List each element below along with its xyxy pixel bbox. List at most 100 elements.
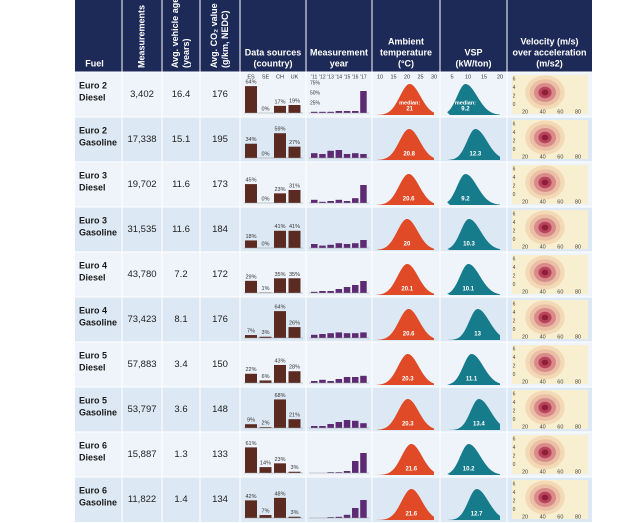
vel-x-tick: 60 <box>557 244 563 250</box>
cell-value: 57,883 <box>127 359 156 370</box>
vel-y-tick: 0 <box>513 192 516 198</box>
source-label: 9% <box>247 418 255 424</box>
median-value: 10.3 <box>463 242 475 248</box>
vel-x-tick: 80 <box>575 244 581 250</box>
temperature-density <box>375 129 434 160</box>
year-bar <box>335 150 343 158</box>
vel-y-tick: 2 <box>513 453 516 459</box>
heatmap-cell <box>541 449 549 456</box>
cell-value: 1.3 <box>174 449 187 460</box>
vsp-density <box>447 129 500 160</box>
column-header: (country) <box>254 58 293 68</box>
year-bar <box>335 289 343 293</box>
year-bar <box>311 381 318 383</box>
axis-tick-label: 5 <box>450 74 453 80</box>
vel-x-tick: 60 <box>557 424 563 430</box>
cell-value: 172 <box>212 269 228 280</box>
source-bar <box>245 500 257 518</box>
year-bar <box>360 281 367 293</box>
year-bar <box>352 377 359 383</box>
fuel-label: Gasoline <box>79 227 117 237</box>
heatmap <box>525 75 565 110</box>
heatmap-cell <box>541 134 549 141</box>
median-value: 20.6 <box>403 332 415 338</box>
source-bar <box>259 336 272 338</box>
source-label: 18% <box>245 234 256 240</box>
heatmap <box>525 345 565 380</box>
fuel-label: Euro 4 <box>79 305 107 315</box>
fuel-label: Gasoline <box>79 407 117 417</box>
fuel-label: Euro 6 <box>79 485 107 495</box>
row-bg <box>75 162 592 207</box>
column-header: Ambient <box>388 36 424 46</box>
source-label: 64% <box>245 80 256 86</box>
source-label: 42% <box>245 494 256 500</box>
year-bar <box>360 91 367 113</box>
median-value: 20.3 <box>402 377 414 383</box>
fuel-label: Gasoline <box>79 317 117 327</box>
column-header: temperature <box>380 47 432 57</box>
source-label: 7% <box>247 329 255 335</box>
temperature-density <box>375 489 434 520</box>
vel-y-tick: 4 <box>513 445 516 451</box>
year-bar <box>327 381 334 383</box>
source-label: 41% <box>274 224 285 230</box>
year-bar <box>343 514 351 518</box>
source-bar <box>274 193 286 203</box>
heatmap-cell <box>541 269 549 276</box>
axis-tick-label: 10 <box>465 74 471 80</box>
cell-value: 73,423 <box>127 314 156 325</box>
vel-y-tick: 0 <box>513 507 516 513</box>
cell-value: 15.1 <box>172 134 191 145</box>
vel-x-tick: 40 <box>540 289 546 295</box>
column-header: Avg. vehicle age <box>170 0 180 68</box>
cell-value: 3,402 <box>130 89 154 100</box>
fuel-label: Diesel <box>79 272 106 282</box>
median-value: 21.6 <box>405 467 417 473</box>
median-value: 20.6 <box>403 197 415 203</box>
vel-y-tick: 2 <box>513 183 516 189</box>
source-bar <box>274 133 286 158</box>
source-label: 22% <box>245 367 256 373</box>
vel-x-tick: 60 <box>557 334 563 340</box>
vsp-density <box>447 444 500 475</box>
year-bar <box>335 199 343 203</box>
year-bar <box>327 424 334 428</box>
vel-x-tick: 40 <box>540 514 546 520</box>
year-bar <box>319 111 326 113</box>
fuel-label: Gasoline <box>79 137 117 147</box>
source-label: 0% <box>262 106 270 112</box>
vel-x-tick: 60 <box>557 154 563 160</box>
source-label: 6% <box>262 374 270 380</box>
year-bar <box>360 185 367 203</box>
country-label: ES <box>247 74 255 80</box>
source-label: 35% <box>274 272 285 278</box>
axis-tick-label: 15 <box>481 74 487 80</box>
vel-x-tick: 60 <box>557 379 563 385</box>
year-bar <box>319 201 326 203</box>
source-bar <box>259 467 272 473</box>
vsp-density <box>447 84 500 115</box>
source-label: 45% <box>245 178 256 184</box>
source-label: 23% <box>274 187 285 193</box>
vel-x-tick: 20 <box>522 154 528 160</box>
source-label: 29% <box>245 274 256 280</box>
year-bar <box>343 201 351 203</box>
vel-y-tick: 6 <box>513 166 516 172</box>
vel-y-tick: 2 <box>513 318 516 324</box>
source-label: 3% <box>291 465 299 471</box>
vel-y-tick: 4 <box>513 175 516 181</box>
year-bar <box>327 201 334 203</box>
source-label: 7% <box>262 509 270 515</box>
temperature-density <box>375 264 434 295</box>
year-label: '11 <box>311 74 317 80</box>
vel-x-tick: 40 <box>540 154 546 160</box>
year-bar <box>352 153 359 158</box>
source-label: 64% <box>274 305 285 311</box>
source-label: 61% <box>245 441 256 447</box>
year-bar <box>327 333 334 338</box>
temperature-density <box>375 84 434 115</box>
fuel-label: Euro 4 <box>79 260 107 270</box>
column-header: VSP <box>464 47 482 57</box>
source-bar <box>245 240 257 248</box>
